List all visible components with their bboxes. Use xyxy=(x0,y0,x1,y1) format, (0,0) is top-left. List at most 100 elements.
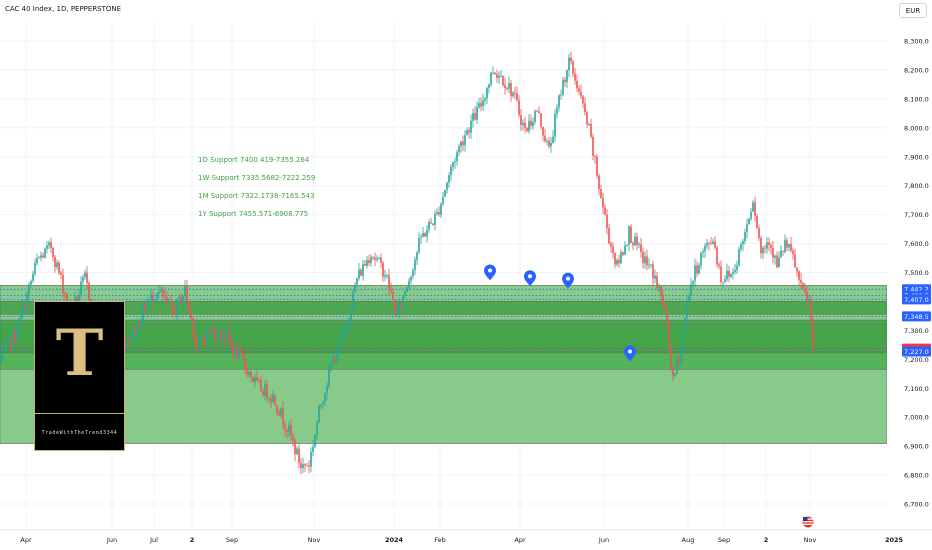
y-axis-panel[interactable] xyxy=(887,22,932,530)
candle xyxy=(82,274,84,287)
candle xyxy=(36,253,38,266)
location-pin-icon[interactable] xyxy=(524,270,536,287)
support-note: 1D Support 7400.419-7355.264 xyxy=(198,156,310,164)
candle xyxy=(236,340,238,361)
candle xyxy=(416,250,418,265)
support-zones xyxy=(0,285,888,444)
candle xyxy=(810,294,812,324)
candle xyxy=(388,268,390,296)
candle xyxy=(430,217,432,224)
support-note: 1W Support 7335.5682-7222.259 xyxy=(198,174,315,182)
y-tick-label: 7,500.0 xyxy=(904,269,929,277)
candle xyxy=(642,247,644,269)
candle xyxy=(476,101,478,124)
y-tick-label: 8,300.0 xyxy=(904,38,929,46)
candle xyxy=(426,225,428,243)
candle xyxy=(576,74,578,93)
candle xyxy=(782,250,784,256)
candle xyxy=(632,241,634,251)
candle xyxy=(488,83,490,94)
candle xyxy=(496,69,498,84)
candle xyxy=(756,214,758,229)
candle xyxy=(442,191,444,207)
candle xyxy=(710,237,712,245)
candle xyxy=(574,67,576,85)
candle xyxy=(182,294,184,307)
candle xyxy=(60,270,62,280)
candle xyxy=(514,86,516,100)
price-labels: 7,442.27,420.57,407.07,348.57,237.17,227… xyxy=(902,284,931,357)
candle xyxy=(206,323,208,349)
svg-text:7,442.2: 7,442.2 xyxy=(904,286,929,294)
candle xyxy=(722,281,724,288)
candle xyxy=(670,346,672,372)
candle xyxy=(706,239,708,249)
candle xyxy=(562,76,564,97)
candle xyxy=(142,302,144,323)
candle xyxy=(196,336,198,354)
candle xyxy=(86,266,88,290)
candle xyxy=(516,86,518,102)
candle xyxy=(292,433,294,447)
candle xyxy=(222,334,224,347)
candle xyxy=(758,224,760,242)
location-pin-icon[interactable] xyxy=(484,264,496,281)
candle xyxy=(58,260,60,276)
candle xyxy=(164,289,166,302)
candle xyxy=(446,181,448,194)
candle xyxy=(510,80,512,102)
y-tick-label: 7,100.0 xyxy=(904,385,929,393)
candle xyxy=(158,285,160,298)
candle xyxy=(682,331,684,352)
price-label: 7,348.5 xyxy=(902,311,931,322)
candle xyxy=(362,259,364,281)
candle xyxy=(320,404,322,409)
candle xyxy=(460,140,462,153)
candle xyxy=(424,232,426,238)
markers xyxy=(484,264,636,362)
candle xyxy=(274,393,276,407)
candle xyxy=(666,306,668,329)
candle xyxy=(246,363,248,379)
candle xyxy=(348,316,350,331)
candle xyxy=(518,95,520,118)
candle xyxy=(210,323,212,335)
candle xyxy=(328,362,330,389)
price-label: 7,407.0 xyxy=(902,294,931,305)
candle xyxy=(240,345,242,355)
svg-text:7,227.0: 7,227.0 xyxy=(904,348,929,356)
candle xyxy=(736,260,738,274)
candle xyxy=(242,352,244,360)
candle xyxy=(154,298,156,304)
candle xyxy=(802,281,804,290)
candle xyxy=(554,109,556,142)
candle xyxy=(312,440,314,456)
currency-button[interactable]: EUR xyxy=(899,3,927,18)
candle xyxy=(406,286,408,293)
candle xyxy=(796,267,798,277)
candle xyxy=(558,94,560,112)
candle xyxy=(506,86,508,92)
location-pin-icon[interactable] xyxy=(562,272,574,289)
candle xyxy=(284,421,286,437)
candle xyxy=(402,295,404,313)
location-pin-icon[interactable] xyxy=(624,345,636,362)
candle xyxy=(622,251,624,256)
x-tick-label: 2025 xyxy=(885,536,904,544)
candle xyxy=(84,269,86,280)
candle xyxy=(290,418,292,441)
candle xyxy=(482,93,484,111)
candle xyxy=(378,256,380,260)
candle xyxy=(270,394,272,408)
candle xyxy=(502,75,504,88)
candle xyxy=(318,404,320,423)
y-tick-label: 7,800.0 xyxy=(904,182,929,190)
us-flag-icon[interactable] xyxy=(801,515,815,529)
candle xyxy=(520,108,522,131)
candle xyxy=(486,86,488,105)
candle xyxy=(28,282,30,300)
candle xyxy=(792,247,794,260)
candle xyxy=(428,219,430,234)
candle xyxy=(56,259,58,270)
